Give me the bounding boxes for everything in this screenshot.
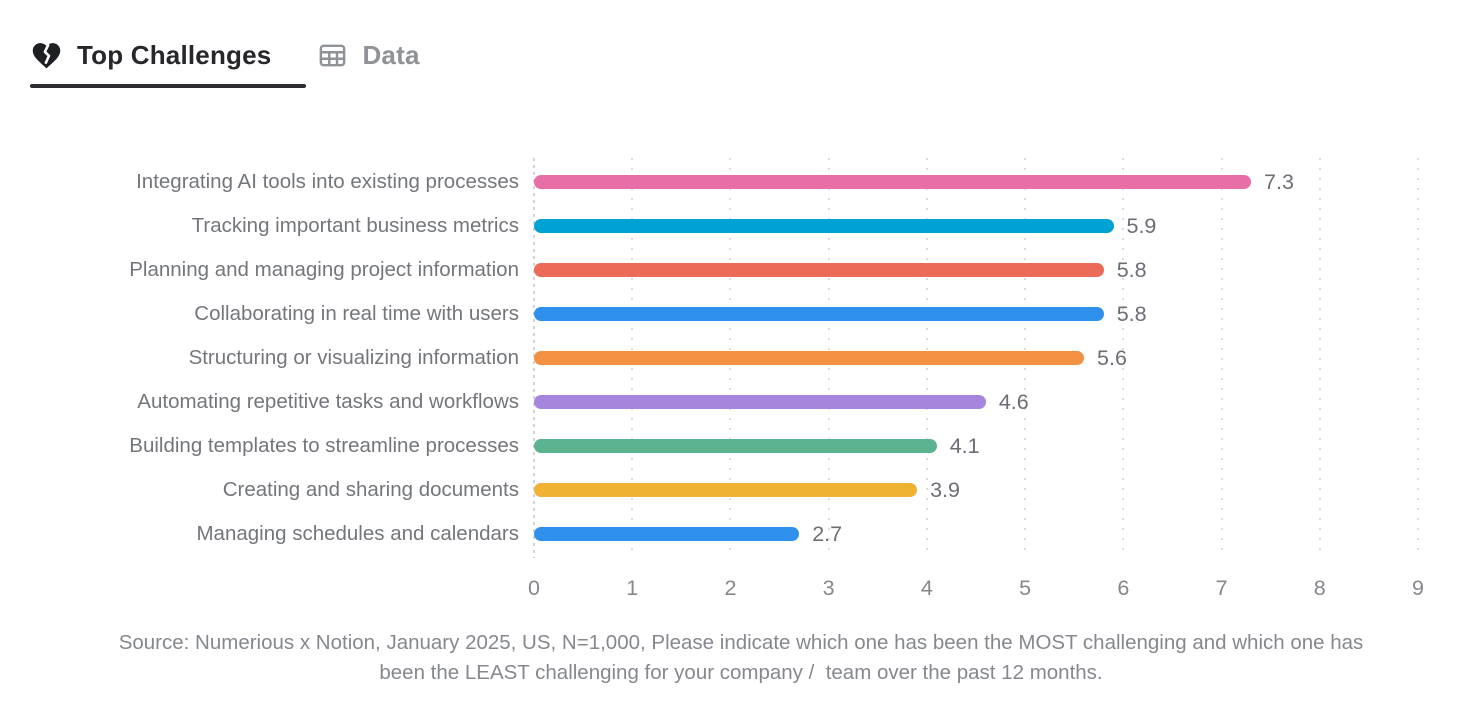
bar-value: 4.1 (949, 433, 980, 458)
bar-value: 5.6 (1097, 345, 1127, 370)
x-tick-label: 1 (626, 576, 639, 600)
bar-value: 2.7 (812, 521, 843, 546)
category-label: Tracking important business metrics (191, 214, 519, 237)
bar-row: 2.7 (534, 512, 1418, 556)
bar-value: 7.3 (1264, 169, 1294, 194)
bar-row: 3.9 (534, 468, 1418, 512)
bar (534, 307, 1104, 321)
bar-row: 5.8 (534, 292, 1418, 336)
x-tick-label: 6 (1117, 576, 1130, 600)
category-label: Building templates to streamline process… (129, 434, 519, 457)
x-tick-label: 7 (1215, 576, 1228, 600)
broken-heart-icon (30, 39, 63, 72)
tab-label: Data (362, 39, 420, 70)
x-tick-label: 0 (528, 576, 540, 600)
bar-value: 5.8 (1116, 301, 1147, 326)
bar-row: 4.1 (534, 424, 1418, 468)
category-label: Planning and managing project informatio… (129, 258, 519, 281)
bar-chart: Integrating AI tools into existing proce… (0, 158, 1482, 610)
bar (534, 175, 1252, 189)
bar (534, 439, 937, 453)
bar (534, 527, 800, 541)
bar-row: 5.8 (534, 248, 1418, 292)
category-label: Automating repetitive tasks and workflow… (137, 390, 519, 413)
bar-rows: 7.3 5.9 5.8 5.8 5.6 4.6 4.1 3.9 2.7 (534, 160, 1418, 556)
tab-bar: Top Challenges Data (0, 0, 1482, 88)
category-label: Creating and sharing documents (222, 478, 519, 501)
bar-row: 7.3 (534, 160, 1418, 204)
active-tab-underline (30, 84, 306, 88)
category-label: Structuring or visualizing information (188, 346, 519, 369)
tab-data[interactable]: Data (317, 22, 419, 88)
source-note: Source: Numerious x Notion, January 2025… (118, 631, 1369, 684)
bar-row: 4.6 (534, 380, 1418, 424)
category-label: Managing schedules and calendars (196, 522, 519, 545)
category-label: Collaborating in real time with users (194, 302, 519, 325)
category-label: Integrating AI tools into existing proce… (136, 170, 519, 193)
bar-value: 3.9 (930, 477, 960, 502)
plot-area: 7.3 5.9 5.8 5.8 5.6 4.6 4.1 3.9 2.7 0 1 2 3 4 5 6 7 8 9 (528, 158, 1424, 610)
bar (534, 483, 918, 497)
tab-top-challenges[interactable]: Top Challenges (30, 22, 271, 88)
tab-label: Top Challenges (77, 39, 272, 70)
bar (534, 351, 1085, 365)
x-tick-label: 3 (822, 576, 835, 600)
x-tick-label: 5 (1019, 576, 1032, 600)
x-tick-label: 2 (724, 576, 737, 600)
bar-value: 5.9 (1126, 213, 1157, 238)
x-tick-label: 4 (920, 576, 933, 600)
x-tick-label: 9 (1412, 576, 1424, 600)
category-labels: Integrating AI tools into existing proce… (0, 160, 534, 610)
x-tick-label: 8 (1313, 576, 1326, 600)
bar (534, 263, 1104, 277)
bar-value: 5.8 (1116, 257, 1147, 282)
bar (534, 219, 1114, 233)
x-axis: 0 1 2 3 4 5 6 7 8 9 (528, 568, 1424, 610)
bar (534, 395, 986, 409)
bar-value: 4.6 (998, 389, 1029, 414)
bar-row: 5.6 (534, 336, 1418, 380)
bar-row: 5.9 (534, 204, 1418, 248)
table-icon (317, 40, 348, 71)
